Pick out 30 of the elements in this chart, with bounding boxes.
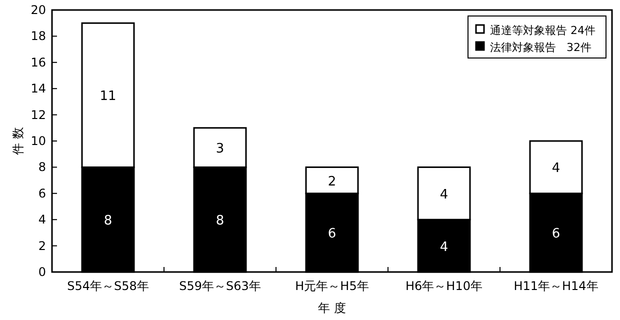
x-tick-label: H11年～H14年 xyxy=(514,279,598,293)
x-axis-title: 年 度 xyxy=(318,301,346,315)
x-tick-label: H6年～H10年 xyxy=(406,279,482,293)
y-tick-label: 10 xyxy=(30,134,46,148)
y-tick-label: 0 xyxy=(38,265,46,279)
data-label: 6 xyxy=(328,226,336,242)
y-tick-label: 2 xyxy=(38,238,46,253)
data-label: 4 xyxy=(440,240,448,255)
data-label: 11 xyxy=(100,89,116,104)
legend-label: 法律対象報告 32件 xyxy=(490,41,592,54)
y-tick-label: 14 xyxy=(30,82,46,96)
data-label: 2 xyxy=(328,174,336,190)
data-label: 4 xyxy=(440,187,448,202)
y-tick-label: 6 xyxy=(38,186,46,200)
y-axis-title: 件 数 xyxy=(11,127,25,155)
y-tick-label: 12 xyxy=(30,108,46,122)
data-label: 8 xyxy=(216,214,224,229)
legend-label: 通達等対象報告 24件 xyxy=(490,24,596,37)
data-label: 4 xyxy=(552,161,560,176)
y-tick-label: 20 xyxy=(30,3,46,17)
x-tick-label: S59年～S63年 xyxy=(179,279,261,293)
x-tick-label: S54年～S58年 xyxy=(67,279,149,293)
data-label: 8 xyxy=(104,214,112,229)
y-tick-label: 16 xyxy=(30,55,46,70)
data-label: 3 xyxy=(216,142,224,157)
y-tick-label: 4 xyxy=(38,212,46,227)
x-tick-label: H元年～H5年 xyxy=(295,279,369,293)
y-tick-label: 8 xyxy=(38,160,46,174)
y-tick-label: 18 xyxy=(30,29,46,44)
data-label: 6 xyxy=(552,226,560,242)
